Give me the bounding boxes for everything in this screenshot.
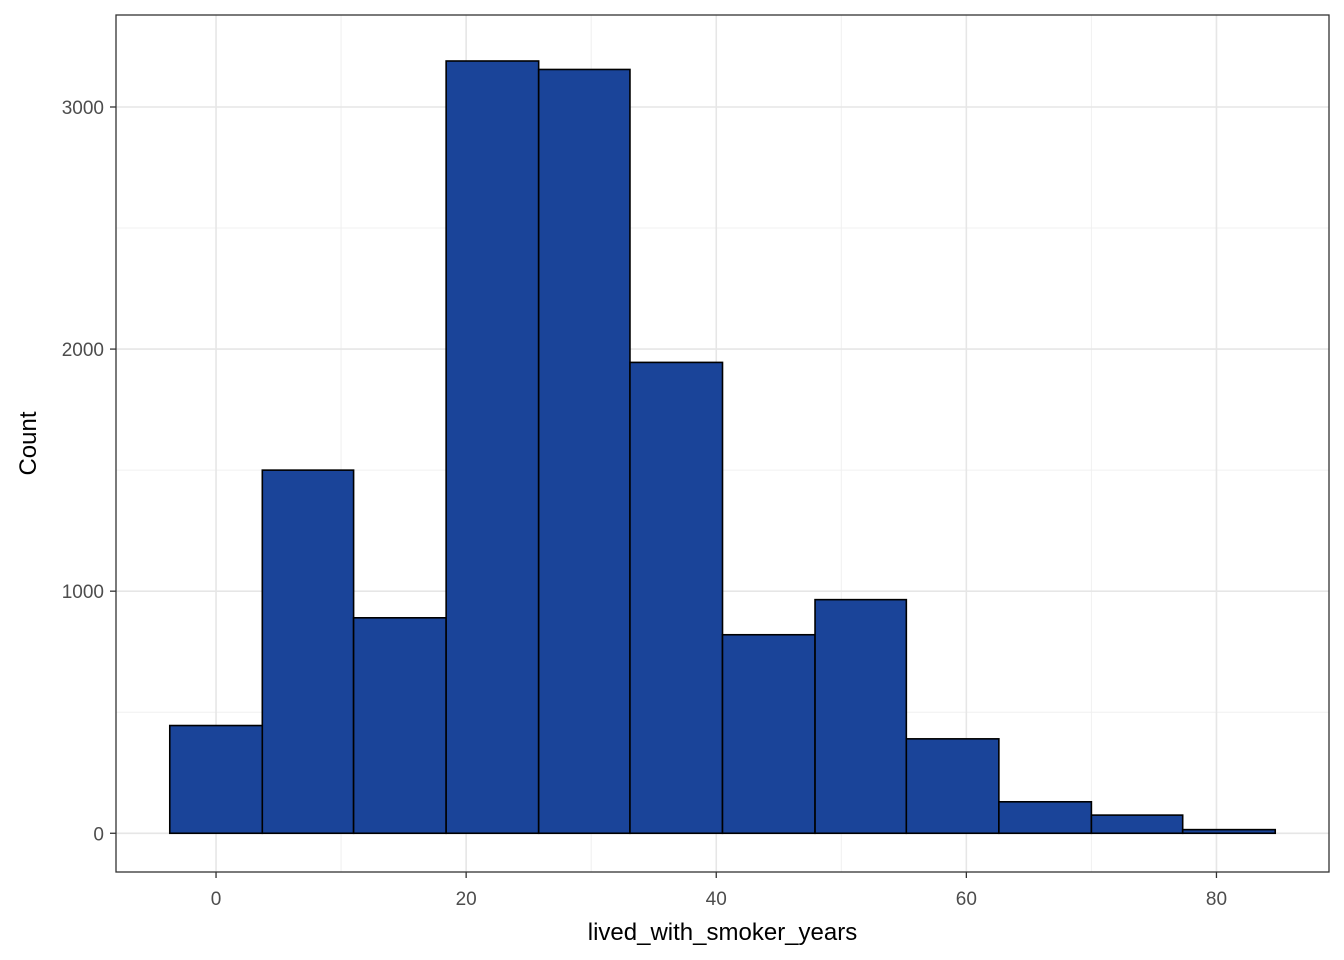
histogram-bar: [814, 598, 908, 835]
x-tick-label: 80: [1206, 889, 1227, 910]
y-tick-label: 2000: [62, 340, 104, 361]
histogram-bar: [998, 800, 1093, 835]
histogram-bar: [537, 68, 631, 835]
x-tick-label: 60: [956, 889, 977, 910]
histogram-bar: [445, 60, 540, 835]
histogram-bar: [721, 633, 816, 835]
x-tick-label: 0: [211, 889, 222, 910]
histogram-bar: [1181, 828, 1277, 835]
histogram-bar: [1090, 814, 1184, 835]
y-tick-label: 0: [93, 824, 104, 845]
plot-panel-border: [115, 14, 1330, 873]
x-tick-label: 40: [706, 889, 727, 910]
x-axis-title: lived_with_smoker_years: [588, 919, 857, 946]
y-axis: 0 1000 2000 3000: [62, 98, 116, 845]
x-tick-label: 20: [456, 889, 477, 910]
y-tick-label: 3000: [62, 98, 104, 119]
histogram-bar: [168, 724, 264, 835]
histogram-bar: [261, 469, 355, 835]
histogram-bars: [168, 60, 1277, 835]
histogram-bar: [629, 361, 724, 835]
histogram-bar: [352, 617, 447, 835]
x-axis: 0 20 40 60 80: [211, 872, 1227, 910]
histogram-bar: [905, 738, 1000, 835]
y-axis-title: Count: [15, 411, 42, 475]
y-tick-label: 1000: [62, 582, 104, 603]
